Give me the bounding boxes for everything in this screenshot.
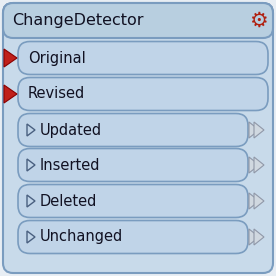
Polygon shape (254, 122, 264, 138)
Text: Inserted: Inserted (40, 158, 100, 172)
Polygon shape (254, 157, 264, 173)
Polygon shape (249, 229, 259, 245)
FancyBboxPatch shape (3, 3, 273, 273)
FancyBboxPatch shape (18, 148, 248, 182)
Text: Revised: Revised (28, 86, 85, 102)
Polygon shape (27, 195, 35, 207)
FancyBboxPatch shape (3, 3, 273, 38)
Polygon shape (27, 124, 35, 136)
Text: Original: Original (28, 51, 86, 65)
Polygon shape (254, 229, 264, 245)
Polygon shape (249, 193, 259, 209)
Polygon shape (249, 157, 259, 173)
Text: Updated: Updated (40, 123, 102, 137)
FancyBboxPatch shape (18, 113, 248, 147)
FancyBboxPatch shape (18, 41, 268, 75)
Text: ChangeDetector: ChangeDetector (12, 13, 144, 28)
Text: Unchanged: Unchanged (40, 230, 123, 245)
FancyBboxPatch shape (18, 184, 248, 217)
Polygon shape (249, 122, 259, 138)
Polygon shape (27, 231, 35, 243)
Polygon shape (4, 85, 17, 103)
Polygon shape (4, 49, 17, 67)
FancyBboxPatch shape (18, 78, 268, 110)
Polygon shape (27, 159, 35, 171)
Text: Deleted: Deleted (40, 193, 97, 208)
FancyBboxPatch shape (18, 221, 248, 253)
Polygon shape (254, 193, 264, 209)
Text: ⚙: ⚙ (249, 10, 267, 31)
